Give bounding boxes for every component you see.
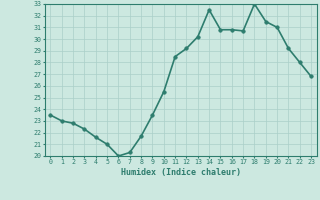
X-axis label: Humidex (Indice chaleur): Humidex (Indice chaleur)	[121, 168, 241, 177]
